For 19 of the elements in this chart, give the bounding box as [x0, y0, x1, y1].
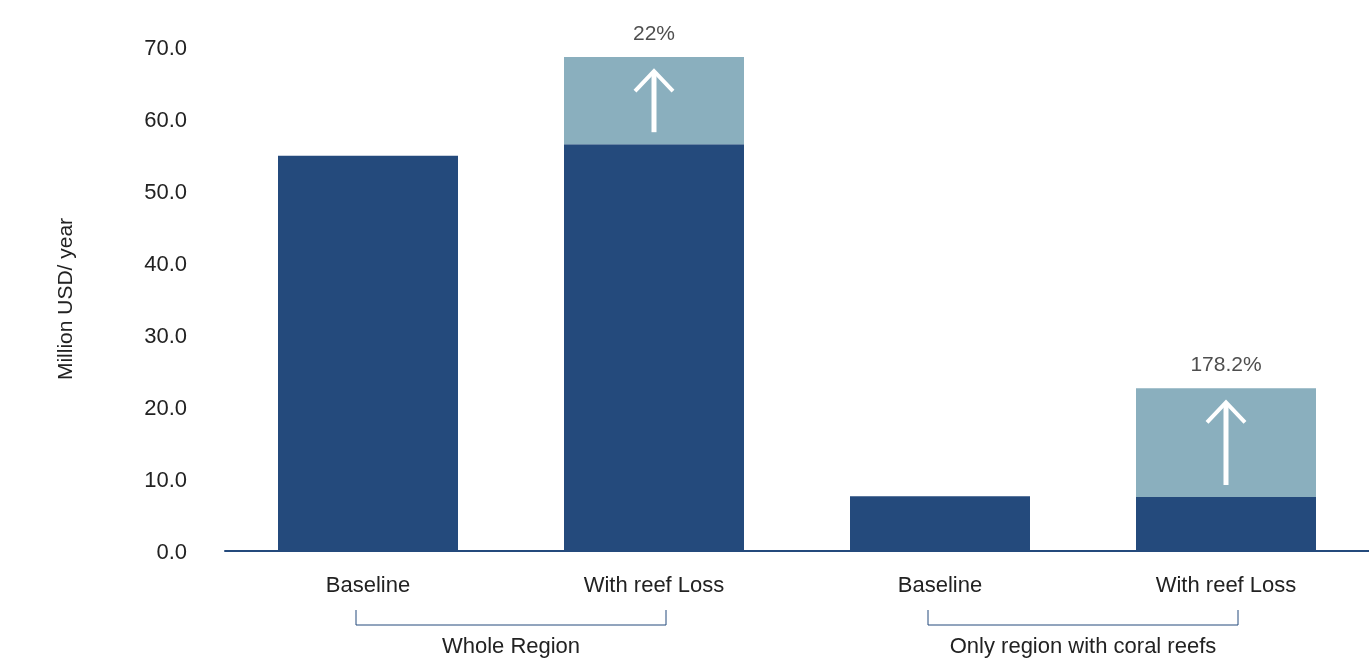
x-tick-label: Baseline [325, 571, 411, 597]
y-tick-label: 70.0 [144, 34, 187, 60]
y-tick-label: 40.0 [144, 250, 187, 276]
y-tick-label: 30.0 [144, 322, 187, 348]
text: Whole Region [441, 633, 581, 659]
bar [564, 57, 744, 145]
bar [1136, 388, 1316, 497]
annotation: 178.2% [1190, 352, 1262, 376]
y-tick-label: 10.0 [144, 466, 187, 492]
x-tick-label: With reef Loss [1155, 571, 1297, 597]
y-tick-label: 50.0 [144, 178, 187, 204]
y-tick-label: 60.0 [144, 106, 187, 132]
x-tick-label: Baseline [897, 571, 983, 597]
text: Only region with coral reefs [949, 633, 1217, 659]
y-axis-title: Million USD/ year [53, 217, 76, 381]
text: 22% [632, 21, 676, 45]
y-tick-label: 0.0 [156, 538, 187, 564]
y-tick-label: 20.0 [144, 394, 187, 420]
x-tick-label: With reef Loss [583, 571, 725, 597]
